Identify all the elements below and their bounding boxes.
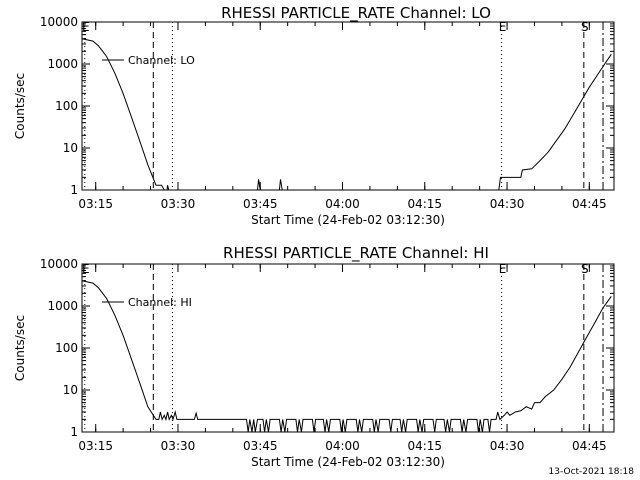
x-tick-label: 04:45 [572, 439, 607, 453]
marker-label: S [581, 262, 589, 276]
y-tick-label: 10000 [40, 257, 78, 271]
x-tick-label: 04:30 [490, 197, 525, 211]
y-tick-label: 1 [70, 425, 78, 439]
plot-frame [81, 263, 615, 433]
series-line [81, 38, 612, 191]
x-tick-label: 03:30 [161, 197, 196, 211]
marker-label: E [499, 20, 507, 34]
series-line [81, 280, 612, 433]
x-tick-label: 03:30 [161, 439, 196, 453]
x-tick-label: 03:45 [243, 197, 278, 211]
x-tick-label: 03:15 [78, 439, 113, 453]
marker-label: E [499, 262, 507, 276]
y-axis-label: Counts/sec [13, 73, 27, 139]
y-axis-label: Counts/sec [13, 315, 27, 381]
x-tick-label: 03:15 [78, 197, 113, 211]
x-tick-label: 04:15 [407, 439, 442, 453]
marker-label: E [82, 20, 90, 34]
plot-frame [81, 21, 615, 191]
y-tick-label: 1 [70, 183, 78, 197]
date-stamp: 13-Oct-2021 18:18 [549, 467, 635, 477]
chart-panel-1: RHESSI PARTICLE_RATE Channel: HI Counts/s… [13, 244, 615, 469]
legend-label: Channel: LO [128, 54, 195, 67]
x-tick-label: 04:30 [490, 439, 525, 453]
x-axis-label: Start Time (24-Feb-02 03:12:30) [251, 455, 445, 469]
legend-label: Channel: HI [128, 296, 192, 309]
y-tick-label: 1000 [47, 299, 78, 313]
x-axis-label: Start Time (24-Feb-02 03:12:30) [251, 213, 445, 227]
y-tick-label: 10 [63, 383, 78, 397]
chart-title: RHESSI PARTICLE_RATE Channel: LO [221, 4, 491, 23]
x-tick-label: 04:45 [572, 197, 607, 211]
x-tick-label: 04:00 [325, 197, 360, 211]
y-tick-label: 1000 [47, 57, 78, 71]
x-tick-label: 04:15 [407, 197, 442, 211]
y-tick-label: 100 [55, 341, 78, 355]
y-tick-label: 10000 [40, 15, 78, 29]
chart-panel-0: RHESSI PARTICLE_RATE Channel: LO Counts/s… [13, 4, 615, 227]
x-tick-label: 03:45 [243, 439, 278, 453]
marker-label: S [581, 20, 589, 34]
y-tick-label: 10 [63, 141, 78, 155]
chart-title: RHESSI PARTICLE_RATE Channel: HI [223, 244, 489, 263]
x-tick-label: 04:00 [325, 439, 360, 453]
marker-label: E [82, 262, 90, 276]
y-tick-label: 100 [55, 99, 78, 113]
